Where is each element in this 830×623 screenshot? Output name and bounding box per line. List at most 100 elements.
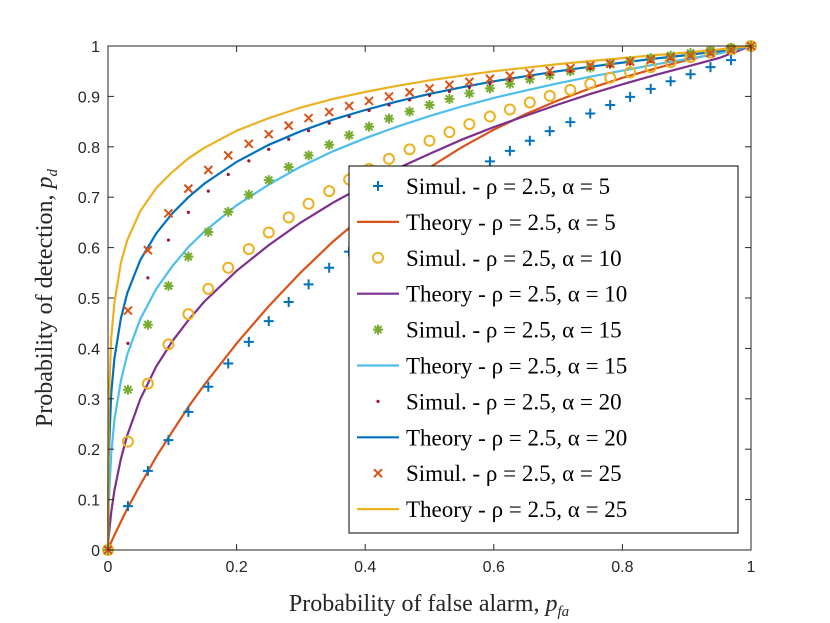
legend-label: Theory - ρ = 2.5, α = 5	[406, 210, 616, 235]
data-point	[344, 101, 354, 111]
data-point	[464, 88, 475, 99]
y-axis-label-var: p	[32, 176, 58, 190]
data-point	[483, 110, 496, 123]
y-axis-label-sub: d	[45, 168, 61, 176]
data-point	[543, 89, 556, 102]
data-point	[467, 85, 471, 89]
data-point	[222, 261, 235, 274]
y-tick-label: 0.7	[78, 190, 100, 207]
y-tick-label: 0.3	[78, 392, 100, 409]
y-tick-label: 0.2	[78, 442, 100, 459]
data-point	[423, 134, 436, 147]
legend-item: Theory - ρ = 2.5, α = 5	[357, 210, 616, 235]
data-point	[525, 68, 535, 78]
data-point	[588, 67, 592, 71]
data-point	[427, 93, 432, 97]
data-point	[545, 65, 555, 76]
data-point	[163, 208, 174, 219]
legend-item: Theory - ρ = 2.5, α = 10	[357, 282, 627, 307]
legend-label: Simul. - ρ = 2.5, α = 20	[406, 389, 622, 414]
data-point	[605, 58, 615, 69]
data-point	[665, 52, 676, 63]
data-point	[242, 243, 255, 256]
data-point	[726, 43, 737, 54]
legend: Simul. - ρ = 2.5, α = 5 Theory - ρ = 2.5,…	[348, 165, 739, 534]
data-point	[264, 129, 274, 139]
legend-item: Simul. - ρ = 2.5, α = 15	[373, 318, 622, 343]
legend-label: Simul. - ρ = 2.5, α = 25	[406, 461, 622, 486]
data-point	[142, 319, 153, 330]
data-point	[307, 129, 311, 133]
x-axis-label-sub: fa	[557, 604, 569, 620]
data-point	[523, 96, 536, 109]
data-point	[524, 74, 535, 85]
data-point	[162, 338, 175, 351]
data-point	[585, 108, 596, 119]
data-point	[464, 77, 475, 87]
data-point	[122, 384, 133, 395]
data-point	[705, 45, 716, 56]
data-point	[367, 108, 371, 113]
data-point	[283, 297, 294, 308]
data-point	[508, 78, 512, 82]
data-point	[323, 185, 336, 198]
data-point	[705, 62, 716, 73]
data-point	[183, 183, 194, 194]
data-point	[504, 78, 515, 89]
data-point	[565, 63, 576, 73]
y-axis-label: Probability of detection, pd	[32, 168, 61, 427]
data-point	[302, 197, 315, 210]
data-point	[324, 262, 335, 273]
data-point	[726, 55, 737, 66]
legend-label: Theory - ρ = 2.5, α = 25	[406, 497, 627, 522]
data-point	[383, 113, 394, 124]
data-point	[407, 98, 412, 102]
data-point	[685, 69, 696, 80]
data-point	[141, 377, 154, 390]
data-point	[382, 152, 395, 165]
data-point	[625, 91, 636, 102]
series-line-0	[106, 44, 752, 551]
legend-label: Theory - ρ = 2.5, α = 10	[406, 282, 627, 307]
legend-marker-swatch	[373, 181, 383, 191]
x-axis-label-text: Probability of false alarm,	[289, 591, 546, 617]
data-point	[243, 336, 254, 347]
data-point	[123, 305, 133, 316]
x-tick-label: 0.6	[483, 559, 505, 576]
legend-marker-swatch	[373, 468, 383, 478]
data-point	[604, 71, 617, 84]
data-point	[645, 54, 656, 65]
data-point	[584, 77, 597, 90]
data-point	[243, 189, 254, 200]
data-point	[726, 45, 736, 55]
x-axis-label: Probability of false alarm, pfa	[289, 591, 569, 620]
data-point	[143, 245, 153, 255]
data-point	[121, 435, 134, 448]
data-point	[364, 96, 374, 106]
data-point	[283, 120, 294, 131]
data-point	[463, 118, 476, 131]
legend-label: Simul. - ρ = 2.5, α = 15	[406, 318, 622, 343]
data-point	[503, 103, 516, 116]
data-point	[504, 145, 515, 156]
data-point	[283, 161, 294, 172]
data-point	[484, 156, 495, 167]
y-tick-label: 0	[91, 543, 100, 560]
data-point	[548, 72, 552, 76]
data-point	[263, 175, 274, 186]
data-point	[565, 117, 576, 128]
data-point	[645, 53, 656, 64]
x-tick-label: 0.4	[354, 559, 376, 576]
series-line-1	[106, 44, 752, 551]
data-point	[488, 82, 492, 86]
x-axis-label-var: p	[543, 591, 557, 617]
data-point	[163, 280, 174, 291]
data-point	[424, 99, 435, 110]
legend-item: Simul. - ρ = 2.5, α = 25	[373, 461, 622, 486]
data-point	[585, 60, 595, 71]
data-point	[404, 87, 415, 98]
data-point	[404, 106, 415, 117]
legend-item: Simul. - ρ = 2.5, α = 20	[376, 389, 622, 414]
data-point	[524, 135, 535, 146]
